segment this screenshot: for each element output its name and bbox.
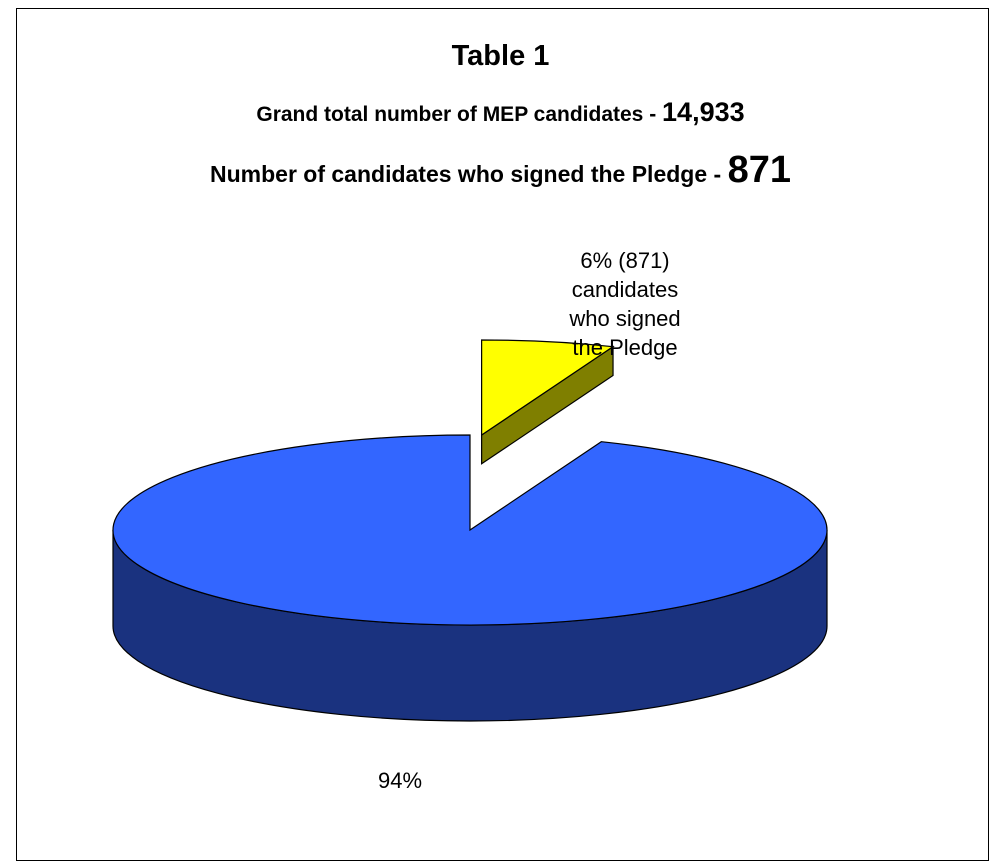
subtitle-total-candidates: Grand total number of MEP candidates - 1…	[0, 93, 1001, 134]
slice-label-signed-line: the Pledge	[572, 335, 678, 360]
slice-label-signed-line: who signed	[569, 306, 681, 331]
chart-title: Table 1	[451, 40, 550, 72]
subtitle-signed-candidates: Number of candidates who signed the Pled…	[0, 148, 1001, 196]
slice-label-not-signed-line: 94%	[377, 768, 423, 793]
slice-not-signed-top	[112, 434, 828, 626]
slice-label-not-signed: 94%	[340, 766, 460, 795]
slice-signed-top	[481, 339, 615, 437]
slice-label-signed: 6% (871) candidates who signed the Pledg…	[520, 246, 730, 362]
slice-label-signed-line: 6% (871)	[580, 248, 670, 273]
subtitle-total-text: Grand total number of MEP candidates -	[256, 103, 663, 126]
slice-label-signed-line: candidates	[571, 277, 679, 302]
subtitle-signed-value: 871	[727, 149, 791, 191]
subtitle-signed-text: Number of candidates who signed the Pled…	[210, 161, 728, 187]
subtitle-total-value: 14,933	[662, 97, 745, 127]
